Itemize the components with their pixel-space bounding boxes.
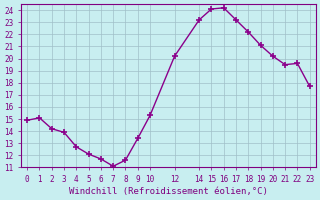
- X-axis label: Windchill (Refroidissement éolien,°C): Windchill (Refroidissement éolien,°C): [69, 187, 268, 196]
